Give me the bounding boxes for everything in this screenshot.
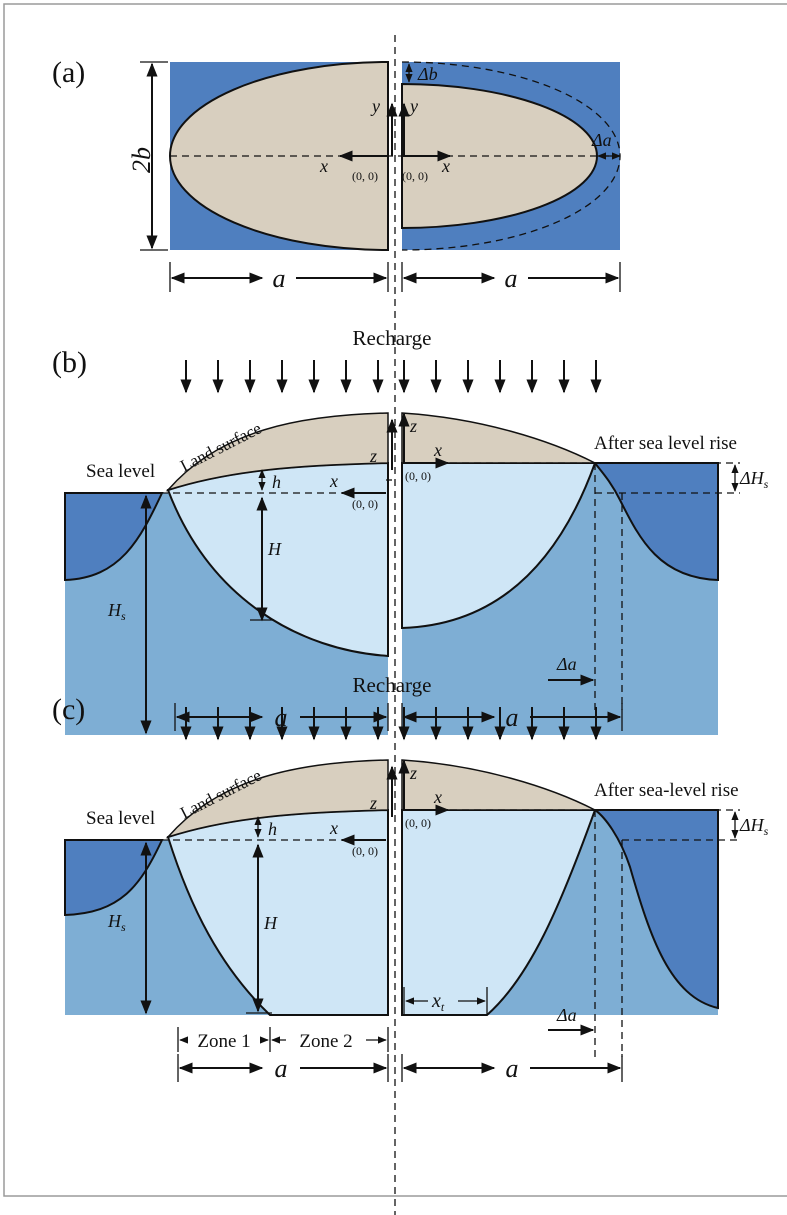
label: z xyxy=(369,793,377,813)
label: y xyxy=(370,96,380,116)
label: s xyxy=(121,609,126,623)
panel-label: (a) xyxy=(52,56,85,89)
label: Δa xyxy=(556,654,577,674)
label: a xyxy=(506,1054,519,1083)
label: After sea level rise xyxy=(594,433,737,454)
label: Recharge xyxy=(353,326,432,350)
label: z xyxy=(409,763,417,783)
panel-label: (c) xyxy=(52,693,85,726)
label: a xyxy=(506,703,519,732)
label: s xyxy=(121,920,126,934)
label: x xyxy=(431,990,441,1012)
label: Recharge xyxy=(353,673,432,697)
label: (0, 0) xyxy=(352,497,378,511)
label: h xyxy=(268,819,277,839)
label: x xyxy=(433,440,442,460)
label: Δa xyxy=(556,1005,577,1025)
label: z xyxy=(369,446,377,466)
label: (0, 0) xyxy=(405,469,431,483)
label: ΔH xyxy=(739,468,765,488)
label: Sea level xyxy=(86,461,155,482)
label: (0, 0) xyxy=(352,844,378,858)
label: (0, 0) xyxy=(352,169,378,183)
label: z xyxy=(409,416,417,436)
label: x xyxy=(319,156,328,176)
label: H xyxy=(107,911,122,931)
figure: (a) 2b Δb y y x x (0, 0) (0, 0) Δa a a (… xyxy=(0,0,787,1215)
label: H xyxy=(267,539,282,559)
label: 2b xyxy=(127,147,156,173)
label: Δb xyxy=(417,64,438,84)
label: ΔH xyxy=(739,815,765,835)
label: After sea-level rise xyxy=(594,780,739,801)
label: H xyxy=(107,600,122,620)
label: (0, 0) xyxy=(402,169,428,183)
label: x xyxy=(433,787,442,807)
label: a xyxy=(275,1054,288,1083)
panel-label: (b) xyxy=(52,346,87,379)
label: Zone 2 xyxy=(299,1031,352,1052)
label: Δa xyxy=(591,130,612,150)
label: x xyxy=(329,471,338,491)
label: y xyxy=(408,96,418,116)
label: h xyxy=(272,472,281,492)
label: s xyxy=(764,824,769,838)
label: s xyxy=(764,477,769,491)
label: a xyxy=(505,264,518,293)
label: Zone 1 xyxy=(197,1031,250,1052)
label: a xyxy=(273,264,286,293)
label: (0, 0) xyxy=(405,816,431,830)
label: Sea level xyxy=(86,808,155,829)
label: x xyxy=(329,818,338,838)
label: x xyxy=(441,156,450,176)
label: H xyxy=(263,913,278,933)
